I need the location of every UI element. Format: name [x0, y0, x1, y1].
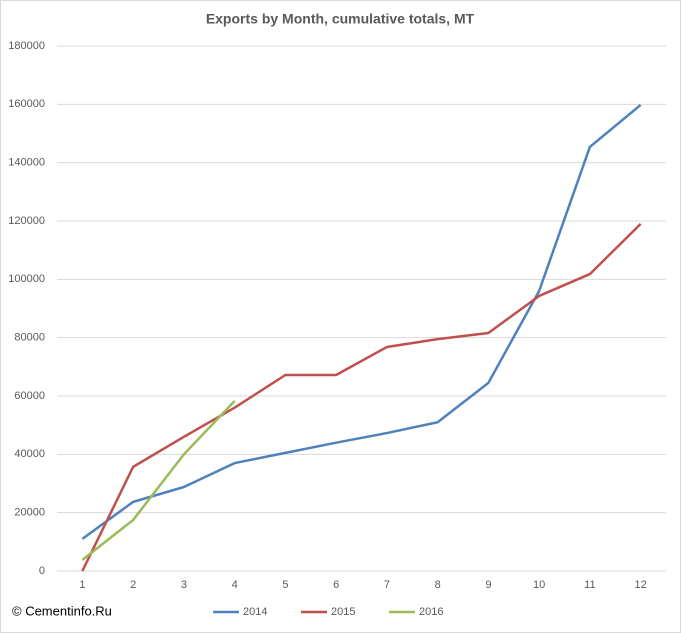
- y-tick-label: 160000: [8, 98, 45, 110]
- x-tick-label: 3: [181, 579, 187, 591]
- chart-title: Exports by Month, cumulative totals, MT: [206, 11, 475, 27]
- x-tick-label: 1: [79, 579, 85, 591]
- legend-label: 2015: [331, 606, 355, 618]
- x-tick-label: 12: [635, 579, 647, 591]
- source-note: © Cementinfo.Ru: [12, 603, 112, 618]
- x-tick-label: 9: [485, 579, 491, 591]
- x-tick-label: 10: [533, 579, 545, 591]
- y-tick-label: 140000: [8, 157, 45, 169]
- x-tick-label: 6: [333, 579, 339, 591]
- legend-label: 2016: [419, 606, 443, 618]
- y-tick-label: 40000: [14, 448, 45, 460]
- y-tick-label: 180000: [8, 40, 45, 52]
- x-tick-label: 4: [232, 579, 238, 591]
- x-tick-label: 8: [435, 579, 441, 591]
- y-tick-label: 60000: [14, 390, 45, 402]
- x-tick-label: 2: [130, 579, 136, 591]
- series-line: [81, 223, 642, 572]
- x-tick-label: 7: [384, 579, 390, 591]
- series-line: [81, 103, 642, 540]
- series-line: [81, 400, 236, 561]
- y-tick-label: 120000: [8, 215, 45, 227]
- y-tick-label: 20000: [14, 507, 45, 519]
- x-tick-label: 5: [282, 579, 288, 591]
- x-tick-label: 11: [584, 579, 595, 591]
- y-tick-label: 80000: [14, 332, 45, 344]
- y-tick-label: 0: [39, 565, 45, 577]
- y-tick-label: 100000: [8, 273, 45, 285]
- legend-label: 2014: [243, 606, 267, 618]
